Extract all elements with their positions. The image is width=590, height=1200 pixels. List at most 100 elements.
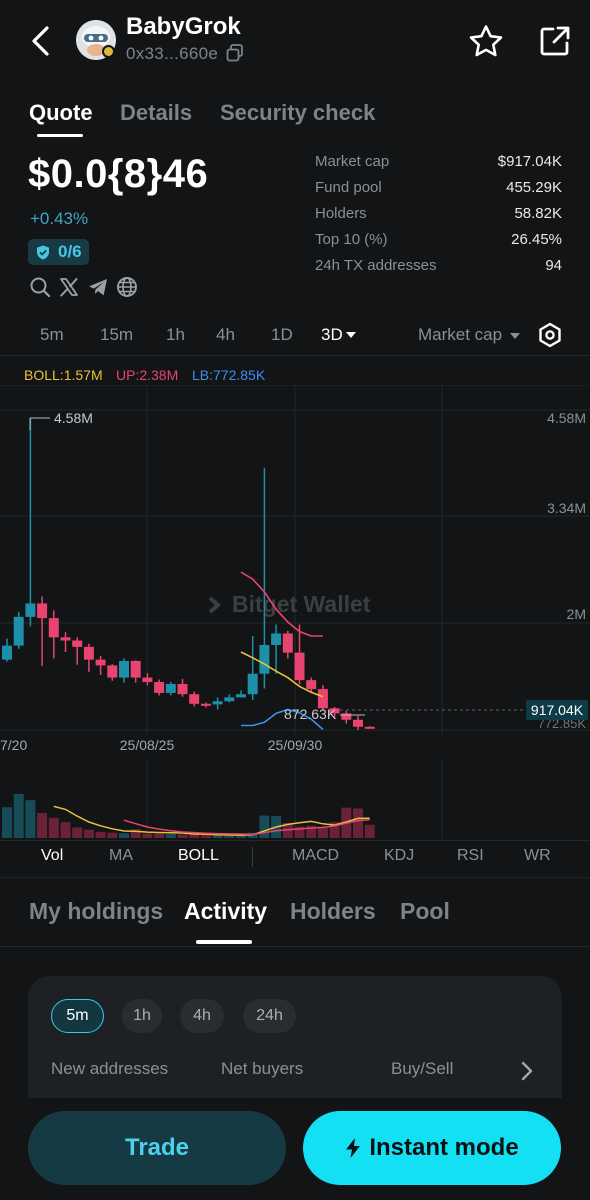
chevron-right-icon[interactable] <box>520 1060 534 1082</box>
chart-mode-select[interactable]: Market cap <box>418 325 503 344</box>
volume-bar <box>212 835 223 838</box>
volume-bar <box>329 822 340 838</box>
volume-chart <box>2 760 443 838</box>
tab-my-holdings[interactable]: My holdings <box>29 898 164 924</box>
boll-lb-legend: LB:772.85K <box>192 367 266 383</box>
x-tick-label: 25/09/30 <box>268 737 323 753</box>
volume-bar <box>236 834 246 838</box>
tab-activity[interactable]: Activity <box>184 898 268 924</box>
volume-bar <box>107 832 118 838</box>
indicator-tab-ma[interactable]: MA <box>109 847 133 864</box>
indicator-tab-rsi[interactable]: RSI <box>457 847 484 864</box>
metric-new-addresses: New addresses <box>51 1059 169 1078</box>
token-price: $0.0{8}46 <box>28 152 209 196</box>
settings-icon[interactable] <box>537 322 563 348</box>
indicator-tab-kdj[interactable]: KDJ <box>384 847 415 864</box>
chart-watermark: Bitget Wallet <box>232 591 371 617</box>
price-chart[interactable]: Bitget Wallet 4.58M 872.63K 4.58M 3.34M … <box>0 385 590 760</box>
search-icon[interactable] <box>29 276 51 298</box>
candle-body <box>306 680 317 690</box>
volume-bar <box>119 833 129 838</box>
stat-value-top10: 26.45% <box>511 231 562 248</box>
volume-ma5-line <box>53 805 370 836</box>
instant-mode-button[interactable]: Instant mode <box>303 1111 561 1185</box>
candle-body <box>119 660 129 678</box>
candle-body <box>60 637 71 641</box>
candle-body <box>130 660 141 678</box>
indicator-tab-boll[interactable]: BOLL <box>178 847 219 864</box>
favorite-button[interactable] <box>468 24 504 58</box>
period-chip-5m[interactable]: 5m <box>51 999 104 1033</box>
candle-body <box>83 646 94 660</box>
copy-icon[interactable] <box>225 43 245 63</box>
current-price-label: 917.04K <box>531 702 584 718</box>
share-button[interactable] <box>538 24 572 58</box>
back-button[interactable] <box>26 22 56 60</box>
stat-value-fund-pool: 455.29K <box>506 179 562 196</box>
timeframe-3d[interactable]: 3D <box>321 325 343 344</box>
timeframe-1h[interactable]: 1h <box>166 325 185 344</box>
volume-bar <box>130 829 141 838</box>
period-chip-24h[interactable]: 24h <box>243 999 296 1033</box>
boll-middle-line <box>240 651 324 698</box>
high-marker-label: 4.58M <box>54 410 93 426</box>
indicator-tab-macd[interactable]: MACD <box>292 847 340 864</box>
timeframe-4h[interactable]: 4h <box>216 325 235 344</box>
candle-body <box>212 701 223 705</box>
tab-pool[interactable]: Pool <box>400 898 450 924</box>
lightning-icon <box>346 1138 361 1158</box>
active-tab-indicator <box>37 134 83 137</box>
volume-bar <box>2 807 12 838</box>
chevron-left-icon <box>32 26 49 56</box>
tab-holders[interactable]: Holders <box>290 898 376 924</box>
candle-body <box>177 683 188 695</box>
y-tick-label: 3.34M <box>547 500 586 516</box>
x-twitter-icon[interactable] <box>58 276 80 298</box>
indicator-tab-vol[interactable]: Vol <box>41 847 64 864</box>
volume-bar <box>306 825 317 838</box>
divider <box>0 355 590 356</box>
instant-mode-label: Instant mode <box>369 1134 519 1161</box>
x-tick-label: 25/08/25 <box>120 737 175 753</box>
bitget-logo-mark <box>208 596 222 614</box>
tab-quote[interactable]: Quote <box>29 100 93 125</box>
candle-body <box>282 633 293 653</box>
stat-label-market-cap: Market cap <box>315 153 390 170</box>
timeframe-15m[interactable]: 15m <box>100 325 134 344</box>
volume-bar <box>177 834 188 838</box>
volume-bar <box>224 835 235 838</box>
candle-body <box>294 652 305 681</box>
timeframe-5m[interactable]: 5m <box>40 325 64 344</box>
low-marker-label: 872.63K <box>284 706 337 722</box>
x-tick-label: 7/20 <box>0 737 27 753</box>
tab-details[interactable]: Details <box>120 100 193 125</box>
timeframe-1d[interactable]: 1D <box>271 325 293 344</box>
tab-security-check[interactable]: Security check <box>220 100 376 125</box>
metric-buy-sell: Buy/Sell <box>391 1059 454 1078</box>
candle-body <box>189 694 200 704</box>
caret-down-icon <box>510 333 520 339</box>
volume-bar <box>25 800 36 838</box>
stat-label-top10: Top 10 (%) <box>315 231 388 248</box>
volume-bar <box>294 826 305 838</box>
telegram-icon[interactable] <box>87 276 109 298</box>
current-price-tag <box>526 700 588 720</box>
trade-button[interactable]: Trade <box>28 1111 286 1185</box>
stat-value-24h-tx: 94 <box>545 257 562 274</box>
candle-body <box>224 697 235 702</box>
globe-icon[interactable] <box>116 276 138 298</box>
bollinger-bands <box>240 571 324 731</box>
indicator-tab-wr[interactable]: WR <box>524 847 551 864</box>
active-section-indicator <box>196 940 252 944</box>
candle-body <box>329 708 340 714</box>
period-chip-1h[interactable]: 1h <box>122 999 162 1033</box>
candle-body <box>37 603 48 619</box>
candle-body <box>341 713 352 720</box>
candle-body <box>200 703 211 706</box>
candle-body <box>259 644 270 674</box>
candle-body <box>154 682 165 693</box>
period-chip-4h[interactable]: 4h <box>180 999 224 1033</box>
divider <box>0 946 590 947</box>
candle-body <box>165 683 176 693</box>
security-badge-count: 0/6 <box>58 242 82 261</box>
